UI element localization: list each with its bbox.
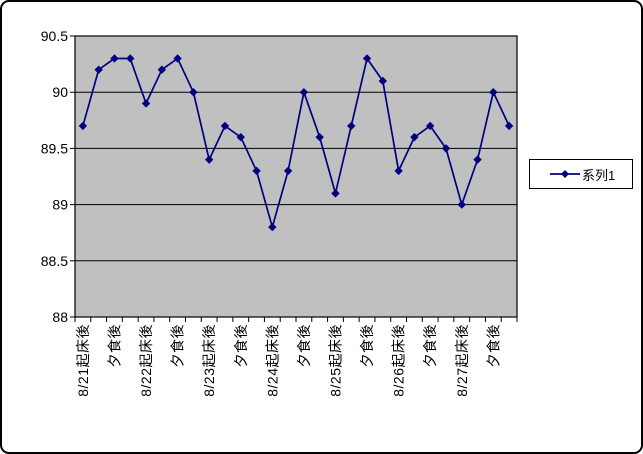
data-point-marker <box>331 189 340 198</box>
x-axis-tick-label: 8/27起床後 <box>454 324 470 397</box>
data-point-marker <box>252 166 261 176</box>
x-axis-tick-label: 夕食後 <box>422 324 438 368</box>
data-point-marker <box>315 132 324 142</box>
x-axis-tick-label: 夕食後 <box>170 324 186 368</box>
x-axis-tick-label: 8/22起床後 <box>138 324 154 397</box>
data-point-marker <box>236 132 245 142</box>
data-point-marker <box>173 54 182 63</box>
data-point-marker <box>347 121 356 131</box>
x-axis-tick-label: 8/23起床後 <box>201 324 217 397</box>
data-point-marker <box>410 132 419 142</box>
data-point-marker <box>441 144 451 153</box>
data-point-marker <box>362 54 372 63</box>
data-point-marker <box>457 200 466 209</box>
data-point-marker <box>504 121 514 131</box>
data-point-marker <box>489 87 498 97</box>
data-point-marker <box>189 87 198 97</box>
data-point-marker <box>110 54 119 63</box>
plot-area <box>75 36 517 317</box>
data-point-marker <box>473 155 482 164</box>
data-point-marker <box>157 65 167 74</box>
data-point-marker <box>268 222 277 232</box>
x-axis-tick-label: 8/26起床後 <box>391 324 407 397</box>
data-point-marker <box>141 99 151 108</box>
y-axis-tick-label: 89 <box>52 197 68 213</box>
data-point-marker <box>283 166 293 176</box>
x-axis-tick-label: 8/25起床後 <box>327 324 343 397</box>
y-axis-tick-label: 89.5 <box>41 140 68 156</box>
data-point-marker <box>204 155 214 164</box>
data-point-marker <box>425 121 435 131</box>
x-axis-tick-label: 8/21起床後 <box>75 324 91 397</box>
data-point-marker <box>126 54 135 63</box>
legend-series-marker-icon <box>550 170 580 178</box>
data-point-marker <box>78 121 88 131</box>
y-axis-tick-label: 90.5 <box>41 28 68 44</box>
x-axis-tick-label: 8/24起床後 <box>264 324 280 397</box>
data-point-marker <box>220 121 230 131</box>
legend-diamond-marker-icon <box>561 170 569 178</box>
legend-box: 系列1 <box>529 159 633 189</box>
data-point-marker <box>394 166 403 176</box>
x-axis-tick-label: 夕食後 <box>485 324 501 368</box>
y-axis-tick-label: 90 <box>52 84 68 100</box>
plot-border <box>74 35 518 318</box>
x-axis-tick-label: 夕食後 <box>359 324 375 368</box>
data-point-marker <box>378 76 388 86</box>
data-point-marker <box>299 87 309 97</box>
x-axis-tick-label: 夕食後 <box>296 324 312 368</box>
x-axis-tick-label: 夕食後 <box>233 324 249 368</box>
y-axis-tick-label: 88 <box>52 309 68 325</box>
y-axis-tick-label: 88.5 <box>41 253 68 269</box>
x-axis-tick-label: 夕食後 <box>106 324 122 368</box>
data-point-marker <box>94 65 103 74</box>
series-line <box>82 57 510 228</box>
legend-series-label: 系列1 <box>582 167 616 183</box>
